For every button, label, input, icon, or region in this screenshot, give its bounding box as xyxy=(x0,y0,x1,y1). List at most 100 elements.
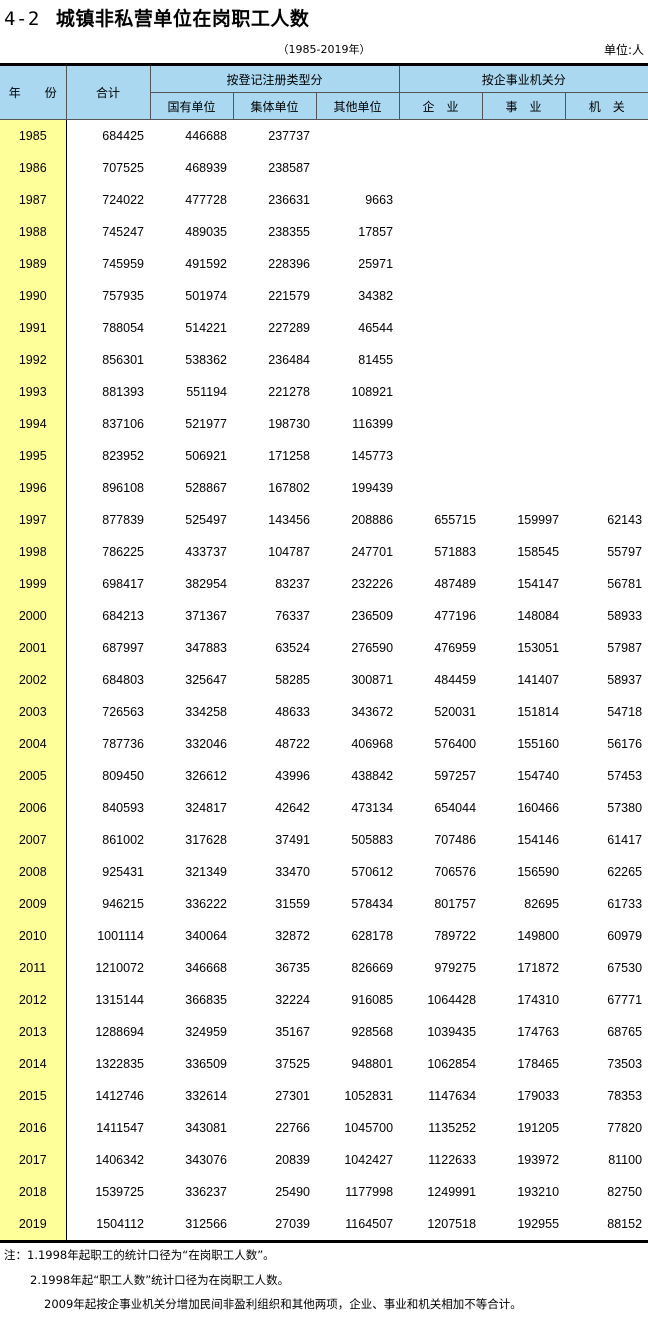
header-enterprise: 企 业 xyxy=(398,92,483,120)
government-cell xyxy=(565,184,648,216)
notes: 注：1.1998年起职工的统计口径为“在岗职工人数”。 2.1998年起“职工人… xyxy=(4,1243,522,1317)
institution-cell: 156590 xyxy=(517,865,560,879)
total-cell: 1210072 xyxy=(95,961,144,975)
year-cell: 1987 xyxy=(0,184,67,216)
enterprise-cell: 707486 xyxy=(434,833,477,847)
total-cell: 698417 xyxy=(102,577,144,591)
collective-cell: 43996 xyxy=(275,769,310,783)
total-cell: 757935 xyxy=(102,289,144,303)
state-cell: 525497 xyxy=(185,513,227,527)
collective-cell: 143456 xyxy=(268,513,310,527)
table-row: 2013 1288694 324959 35167 928568 1039435 17476… xyxy=(0,1016,648,1048)
enterprise-cell: 1147634 xyxy=(428,1089,477,1103)
collective-cell: 221579 xyxy=(268,289,310,303)
table-row: 2007 861002 317628 37491 505883 707486 154146 6… xyxy=(0,824,648,856)
other-cell xyxy=(316,120,399,153)
collective-cell: 237737 xyxy=(268,129,310,143)
collective-cell: 42642 xyxy=(275,801,310,815)
table-row: 1997 877839 525497 143456 208886 655715 159997… xyxy=(0,504,648,536)
total-cell: 684803 xyxy=(102,673,144,687)
table-row: 2011 1210072 346668 36735 826669 979275 171872… xyxy=(0,952,648,984)
government-cell: 54718 xyxy=(607,705,643,719)
other-cell: 1045700 xyxy=(344,1121,394,1135)
table-row: 1986 707525 468939 238587 xyxy=(0,152,648,184)
government-cell: 55797 xyxy=(607,545,643,559)
government-cell: 82750 xyxy=(607,1185,643,1199)
unit-label: 单位:人 xyxy=(603,43,644,57)
institution-cell xyxy=(482,312,565,344)
collective-cell: 37491 xyxy=(275,833,310,847)
other-cell: 628178 xyxy=(351,929,394,943)
other-cell: 570612 xyxy=(351,865,394,879)
collective-cell: 35167 xyxy=(275,1025,310,1039)
year-cell: 1989 xyxy=(0,248,67,280)
state-cell: 491592 xyxy=(185,257,227,271)
enterprise-cell: 789722 xyxy=(434,929,477,943)
total-cell: 946215 xyxy=(102,897,144,911)
year-cell: 1986 xyxy=(0,152,67,184)
total-cell: 1315144 xyxy=(95,993,144,1007)
collective-cell: 31559 xyxy=(275,897,310,911)
total-cell: 837106 xyxy=(102,417,144,431)
other-cell: 25971 xyxy=(358,257,394,271)
other-cell: 17857 xyxy=(358,225,394,239)
total-cell: 823952 xyxy=(102,449,144,463)
other-cell: 46544 xyxy=(358,321,394,335)
institution-cell: 154146 xyxy=(517,833,560,847)
government-cell xyxy=(565,248,648,280)
government-cell: 57453 xyxy=(607,769,643,783)
table-row: 1996 896108 528867 167802 199439 xyxy=(0,472,648,504)
year-cell: 2002 xyxy=(0,664,67,696)
total-cell: 687997 xyxy=(102,641,144,655)
state-cell: 334258 xyxy=(185,705,227,719)
year-cell: 2003 xyxy=(0,696,67,728)
table-row: 2016 1411547 343081 22766 1045700 1135252 1912… xyxy=(0,1112,648,1144)
table-row: 1988 745247 489035 238355 17857 xyxy=(0,216,648,248)
government-cell xyxy=(565,344,648,376)
institution-cell xyxy=(482,248,565,280)
government-cell: 60979 xyxy=(607,929,643,943)
collective-cell: 228396 xyxy=(268,257,310,271)
state-cell: 433737 xyxy=(185,545,227,559)
header-group-organization: 按企事业机关分 xyxy=(398,63,648,93)
year-cell: 2018 xyxy=(0,1176,67,1208)
year-cell: 2005 xyxy=(0,760,67,792)
enterprise-cell: 1249991 xyxy=(427,1185,477,1199)
government-cell xyxy=(565,152,648,184)
total-cell: 881393 xyxy=(102,385,144,399)
enterprise-cell: 1207518 xyxy=(399,1208,483,1243)
collective-cell: 171258 xyxy=(268,449,310,463)
year-cell: 2013 xyxy=(0,1016,67,1048)
enterprise-cell xyxy=(399,216,482,248)
collective-cell: 83237 xyxy=(275,577,310,591)
table-row: 1998 786225 433737 104787 247701 571883 158545… xyxy=(0,536,648,568)
government-cell: 68765 xyxy=(607,1025,643,1039)
government-cell xyxy=(565,376,648,408)
total-cell: 745959 xyxy=(102,257,144,271)
enterprise-cell: 706576 xyxy=(434,865,477,879)
year-cell: 2010 xyxy=(0,920,67,952)
institution-cell xyxy=(482,184,565,216)
state-cell: 324817 xyxy=(185,801,227,815)
table-row: 2014 1322835 336509 37525 948801 1062854 17846… xyxy=(0,1048,648,1080)
table-row: 1993 881393 551194 221278 108921 xyxy=(0,376,648,408)
year-cell: 1992 xyxy=(0,344,67,376)
total-cell: 1504112 xyxy=(66,1208,150,1243)
other-cell: 505883 xyxy=(351,833,394,847)
table-row: 1995 823952 506921 171258 145773 xyxy=(0,440,648,472)
other-cell: 276590 xyxy=(351,641,394,655)
total-cell: 684425 xyxy=(102,129,144,143)
table-row: 2012 1315144 366835 32224 916085 1064428 17431… xyxy=(0,984,648,1016)
institution-cell: 191205 xyxy=(517,1121,560,1135)
enterprise-cell: 571883 xyxy=(434,545,477,559)
government-cell xyxy=(565,280,648,312)
state-cell: 336237 xyxy=(185,1185,227,1199)
header-state: 国有单位 xyxy=(149,92,234,120)
other-cell: 948801 xyxy=(351,1057,394,1071)
other-cell: 473134 xyxy=(351,801,394,815)
government-cell: 81100 xyxy=(608,1153,643,1167)
year-cell: 1998 xyxy=(0,536,67,568)
table-row: 1999 698417 382954 83237 232226 487489 154147 5… xyxy=(0,568,648,600)
total-cell: 787736 xyxy=(102,737,144,751)
institution-cell: 154147 xyxy=(517,577,560,591)
